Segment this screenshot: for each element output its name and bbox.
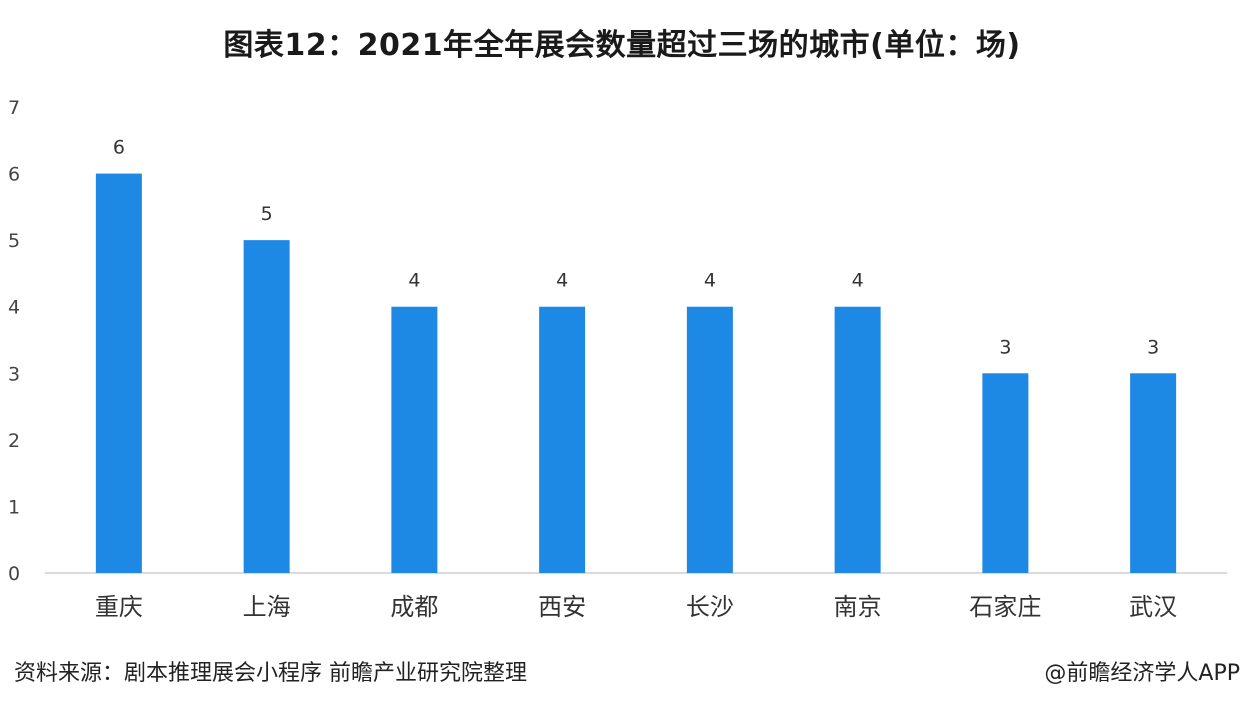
bars bbox=[95, 173, 1177, 574]
x-tick-label: 成都 bbox=[390, 593, 438, 621]
y-tick-label: 3 bbox=[8, 363, 20, 385]
x-tick-label: 南京 bbox=[834, 593, 882, 621]
bar-value-label: 4 bbox=[408, 270, 420, 292]
x-tick-label: 西安 bbox=[538, 593, 586, 621]
y-tick-label: 2 bbox=[8, 430, 20, 452]
y-tick-label: 1 bbox=[8, 496, 20, 518]
y-tick-label: 0 bbox=[8, 563, 20, 585]
y-axis-ticks: 0 1 2 3 4 5 6 7 bbox=[8, 97, 20, 585]
x-tick-label: 石家庄 bbox=[969, 593, 1041, 621]
bar-value-label: 3 bbox=[999, 336, 1011, 358]
y-tick-label: 7 bbox=[8, 97, 20, 119]
bar-value-label: 4 bbox=[852, 270, 864, 292]
bar bbox=[391, 306, 438, 573]
x-tick-label: 武汉 bbox=[1129, 593, 1177, 621]
y-tick-label: 5 bbox=[8, 230, 20, 252]
bar bbox=[982, 373, 1029, 573]
bar-value-label: 5 bbox=[261, 203, 273, 225]
bar bbox=[243, 240, 290, 573]
chart-title: 图表12：2021年全年展会数量超过三场的城市(单位：场) bbox=[223, 28, 1021, 63]
bar-value-label: 6 bbox=[113, 137, 125, 159]
bar-value-label: 3 bbox=[1147, 336, 1159, 358]
bar bbox=[95, 173, 142, 574]
x-tick-label: 长沙 bbox=[686, 593, 734, 621]
x-tick-label: 重庆 bbox=[95, 593, 143, 621]
source-note: 资料来源：剧本推理展会小程序 前瞻产业研究院整理 bbox=[14, 661, 527, 686]
bar bbox=[686, 306, 733, 573]
y-tick-label: 4 bbox=[8, 297, 20, 319]
bar-value-label: 4 bbox=[556, 270, 568, 292]
bar bbox=[539, 306, 586, 573]
credit-note: @前瞻经济学人APP bbox=[1044, 661, 1240, 686]
bar bbox=[834, 306, 881, 573]
bar bbox=[1130, 373, 1177, 573]
category-labels: 重庆 上海 成都 西安 长沙 南京 石家庄 武汉 bbox=[95, 593, 1177, 621]
value-labels: 6 5 4 4 4 4 3 3 bbox=[113, 137, 1159, 359]
bar-value-label: 4 bbox=[704, 270, 716, 292]
x-tick-label: 上海 bbox=[243, 593, 291, 621]
y-tick-label: 6 bbox=[8, 164, 20, 186]
